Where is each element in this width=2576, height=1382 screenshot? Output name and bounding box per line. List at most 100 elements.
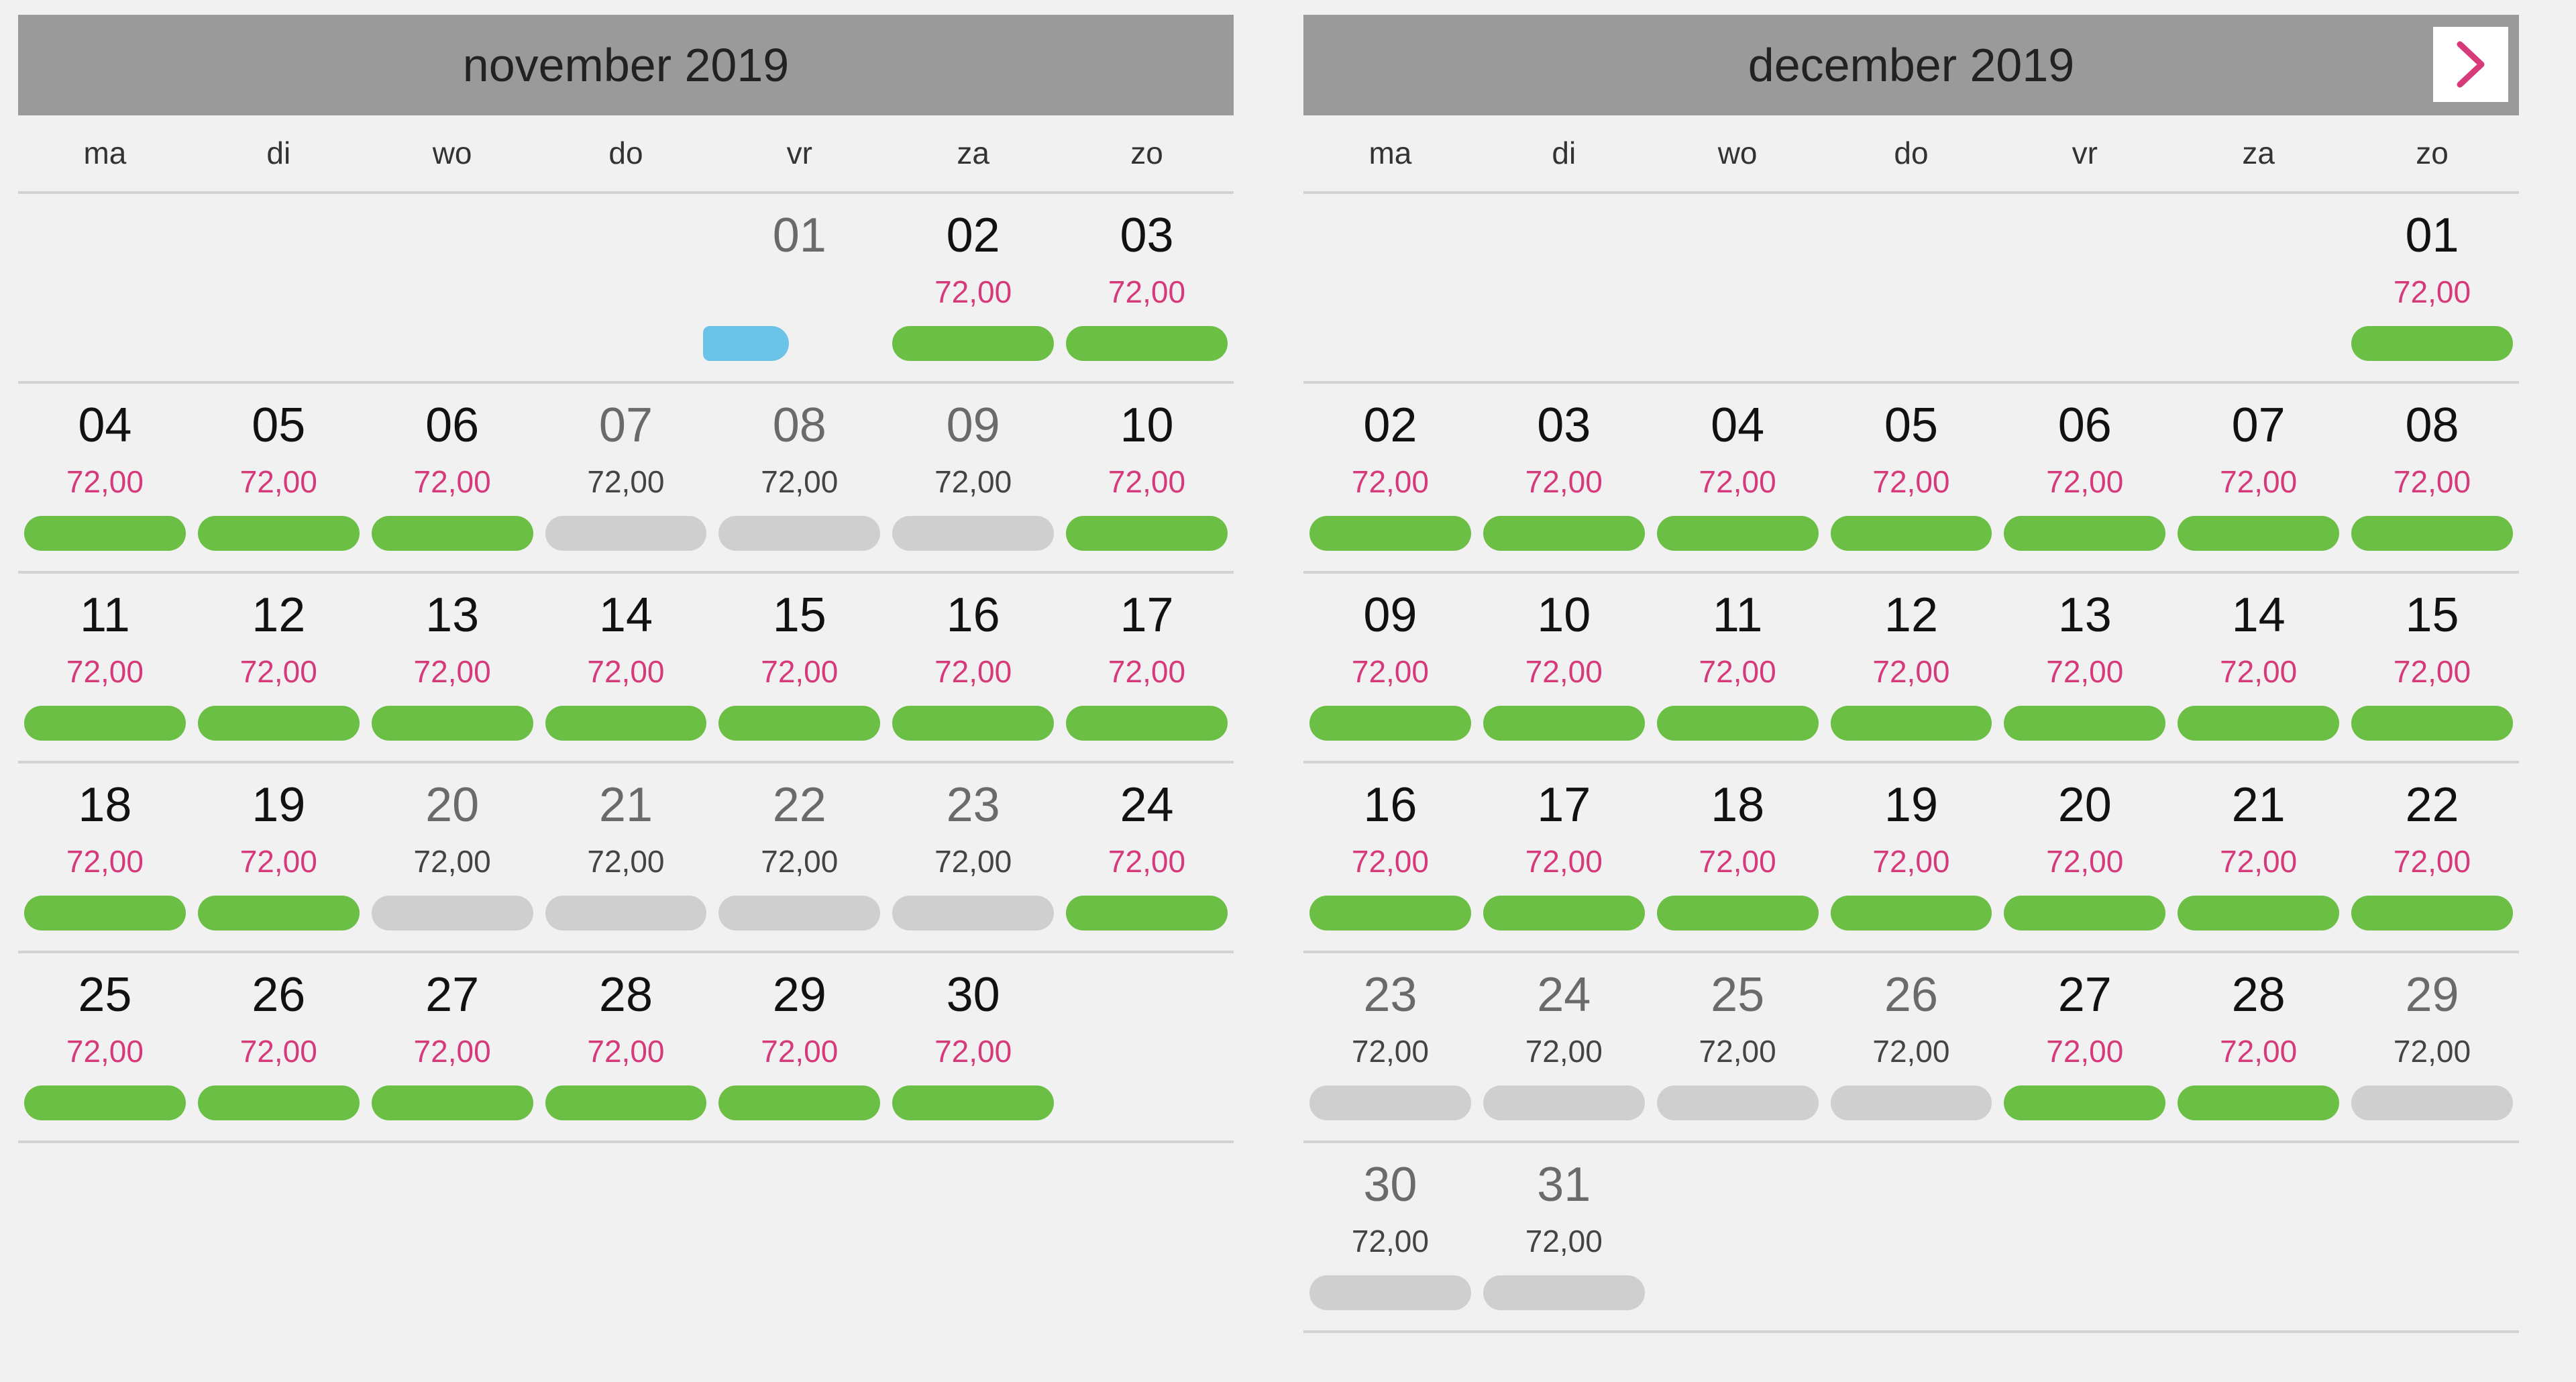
day-cell[interactable]: 28 72,00 (2171, 953, 2345, 1140)
day-cell[interactable]: 18 72,00 (1651, 763, 1825, 951)
availability-bar-available[interactable] (2178, 1085, 2340, 1120)
day-price: 72,00 (2046, 844, 2124, 879)
day-cell[interactable]: 06 72,00 (1998, 384, 2171, 571)
availability-bar-available[interactable] (718, 1085, 881, 1120)
day-cell[interactable]: 19 72,00 (1825, 763, 1998, 951)
availability-bar-available[interactable] (1830, 896, 1992, 931)
day-cell[interactable]: 03 72,00 (1060, 194, 1234, 381)
availability-bar-available[interactable] (24, 516, 186, 551)
availability-bar-available[interactable] (892, 326, 1055, 361)
availability-bar-available[interactable] (892, 706, 1055, 741)
availability-bar-available[interactable] (371, 706, 533, 741)
day-cell[interactable]: 09 72,00 (1303, 574, 1477, 761)
day-cell[interactable]: 29 72,00 (712, 953, 886, 1140)
availability-bar-available[interactable] (2004, 516, 2166, 551)
day-cell[interactable]: 07 72,00 (2171, 384, 2345, 571)
day-cell[interactable]: 06 72,00 (366, 384, 539, 571)
availability-bar-available[interactable] (1309, 516, 1471, 551)
availability-bar-available[interactable] (1483, 896, 1645, 931)
day-price: 72,00 (2393, 654, 2471, 689)
availability-bar-available[interactable] (1483, 516, 1645, 551)
day-price: 72,00 (1699, 844, 1776, 879)
day-price: 72,00 (413, 654, 491, 689)
day-cell[interactable]: 28 72,00 (539, 953, 713, 1140)
availability-bar-unavailable (1309, 1275, 1471, 1310)
availability-bar-available[interactable] (545, 706, 707, 741)
availability-bar-available[interactable] (24, 706, 186, 741)
day-cell[interactable]: 13 72,00 (366, 574, 539, 761)
availability-bar-available[interactable] (2004, 1085, 2166, 1120)
availability-bar-available[interactable] (2351, 326, 2513, 361)
day-cell[interactable]: 05 72,00 (1825, 384, 1998, 571)
availability-bar-available[interactable] (197, 1085, 360, 1120)
day-cell[interactable]: 21 72,00 (2171, 763, 2345, 951)
availability-bar-available[interactable] (892, 1085, 1055, 1120)
day-cell[interactable]: 16 72,00 (1303, 763, 1477, 951)
availability-bar-available[interactable] (2351, 896, 2513, 931)
availability-bar-available[interactable] (197, 706, 360, 741)
day-cell[interactable]: 01 72,00 (2345, 194, 2519, 381)
day-cell[interactable]: 24 72,00 (1060, 763, 1234, 951)
availability-bar-available[interactable] (1066, 516, 1228, 551)
day-cell[interactable]: 18 72,00 (18, 763, 192, 951)
day-cell[interactable]: 27 72,00 (366, 953, 539, 1140)
availability-bar-available[interactable] (1656, 706, 1819, 741)
day-cell[interactable]: 04 72,00 (18, 384, 192, 571)
day-cell[interactable]: 20 72,00 (1998, 763, 2171, 951)
day-cell[interactable]: 02 72,00 (1303, 384, 1477, 571)
day-cell[interactable]: 10 72,00 (1477, 574, 1651, 761)
day-cell[interactable]: 19 72,00 (192, 763, 366, 951)
day-cell[interactable]: 12 72,00 (192, 574, 366, 761)
day-cell[interactable]: 14 72,00 (539, 574, 713, 761)
day-cell[interactable]: 11 72,00 (18, 574, 192, 761)
availability-bar-available[interactable] (371, 1085, 533, 1120)
availability-bar-available[interactable] (545, 1085, 707, 1120)
availability-bar-available[interactable] (2178, 706, 2340, 741)
availability-bar-available[interactable] (1309, 896, 1471, 931)
availability-bar-available[interactable] (197, 516, 360, 551)
day-cell[interactable]: 05 72,00 (192, 384, 366, 571)
availability-bar-available[interactable] (2178, 516, 2340, 551)
day-cell[interactable]: 08 72,00 (2345, 384, 2519, 571)
day-cell[interactable]: 15 72,00 (712, 574, 886, 761)
weekday-header-row: ma di wo do vr za zo (1303, 115, 2519, 194)
day-cell[interactable]: 04 72,00 (1651, 384, 1825, 571)
day-cell[interactable]: 16 72,00 (886, 574, 1060, 761)
availability-bar-available[interactable] (1066, 706, 1228, 741)
day-cell[interactable]: 27 72,00 (1998, 953, 2171, 1140)
day-cell[interactable]: 14 72,00 (2171, 574, 2345, 761)
availability-bar-available[interactable] (718, 706, 881, 741)
day-cell[interactable]: 03 72,00 (1477, 384, 1651, 571)
availability-bar-available[interactable] (2004, 896, 2166, 931)
availability-bar-available[interactable] (1066, 326, 1228, 361)
day-cell[interactable]: 26 72,00 (192, 953, 366, 1140)
day-cell[interactable]: 22 72,00 (2345, 763, 2519, 951)
day-cell[interactable]: 12 72,00 (1825, 574, 1998, 761)
availability-bar-available[interactable] (197, 896, 360, 931)
day-cell[interactable]: 30 72,00 (886, 953, 1060, 1140)
day-cell[interactable]: 17 72,00 (1477, 763, 1651, 951)
availability-bar-available[interactable] (1309, 706, 1471, 741)
next-month-button[interactable] (2433, 27, 2508, 102)
availability-bar-available[interactable] (371, 516, 533, 551)
availability-bar-available[interactable] (1830, 516, 1992, 551)
availability-bar-available[interactable] (1066, 896, 1228, 931)
day-cell[interactable]: 17 72,00 (1060, 574, 1234, 761)
availability-bar-available[interactable] (24, 1085, 186, 1120)
availability-bar-available[interactable] (24, 896, 186, 931)
availability-bar-available[interactable] (1656, 896, 1819, 931)
availability-bar-available[interactable] (1830, 706, 1992, 741)
day-cell[interactable]: 13 72,00 (1998, 574, 2171, 761)
availability-bar-available[interactable] (2004, 706, 2166, 741)
day-cell[interactable]: 11 72,00 (1651, 574, 1825, 761)
availability-bar-available[interactable] (2351, 706, 2513, 741)
availability-bar-available[interactable] (2351, 516, 2513, 551)
availability-bar-available[interactable] (1483, 706, 1645, 741)
day-price: 72,00 (2393, 1034, 2471, 1069)
availability-bar-available[interactable] (2178, 896, 2340, 931)
day-cell[interactable]: 25 72,00 (18, 953, 192, 1140)
day-cell[interactable]: 02 72,00 (886, 194, 1060, 381)
day-cell[interactable]: 10 72,00 (1060, 384, 1234, 571)
availability-bar-available[interactable] (1656, 516, 1819, 551)
day-cell[interactable]: 15 72,00 (2345, 574, 2519, 761)
